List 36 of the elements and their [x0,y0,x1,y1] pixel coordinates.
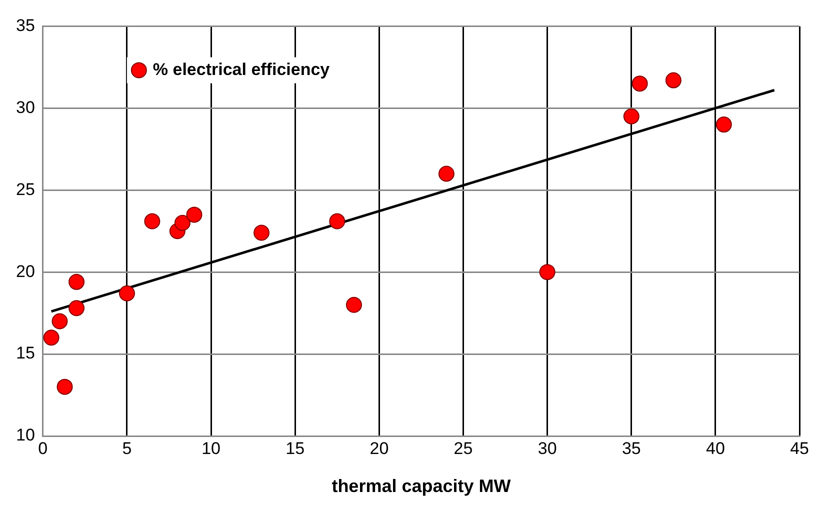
point [43,330,60,346]
x-tick-label: 25 [454,438,473,458]
y-tick-label: 25 [16,180,35,199]
point [186,206,202,223]
legend-label: % electrical efficiency [152,60,330,79]
x-tick-label: 10 [202,438,221,458]
point [118,285,135,302]
point [253,224,270,241]
point [68,274,85,290]
y-tick-label: 30 [16,98,35,117]
x-tick-label: 20 [370,438,389,458]
point [623,108,640,124]
point [56,378,73,395]
x-tick-label: 30 [538,438,557,458]
point [632,76,648,92]
point [665,72,682,88]
point [539,264,556,280]
x-tick-label: 5 [122,438,132,458]
x-tick-label: 0 [38,438,48,458]
y-tick-label: 10 [16,426,35,445]
point [438,166,454,182]
y-tick-label: 35 [16,16,35,35]
x-tick-label: 35 [622,438,641,458]
x-tick-label: 15 [286,438,305,458]
x-tick-label: 45 [790,438,810,458]
point [174,214,190,231]
point [144,213,160,230]
point [329,213,346,230]
y-tick-label: 15 [16,344,35,363]
x-tick-label: 40 [706,438,725,458]
y-tick-label: 20 [16,262,35,281]
point [52,313,68,330]
point [346,296,362,313]
point [716,116,732,133]
point [68,300,85,316]
x-axis-title: thermal capacity MW [332,476,511,496]
